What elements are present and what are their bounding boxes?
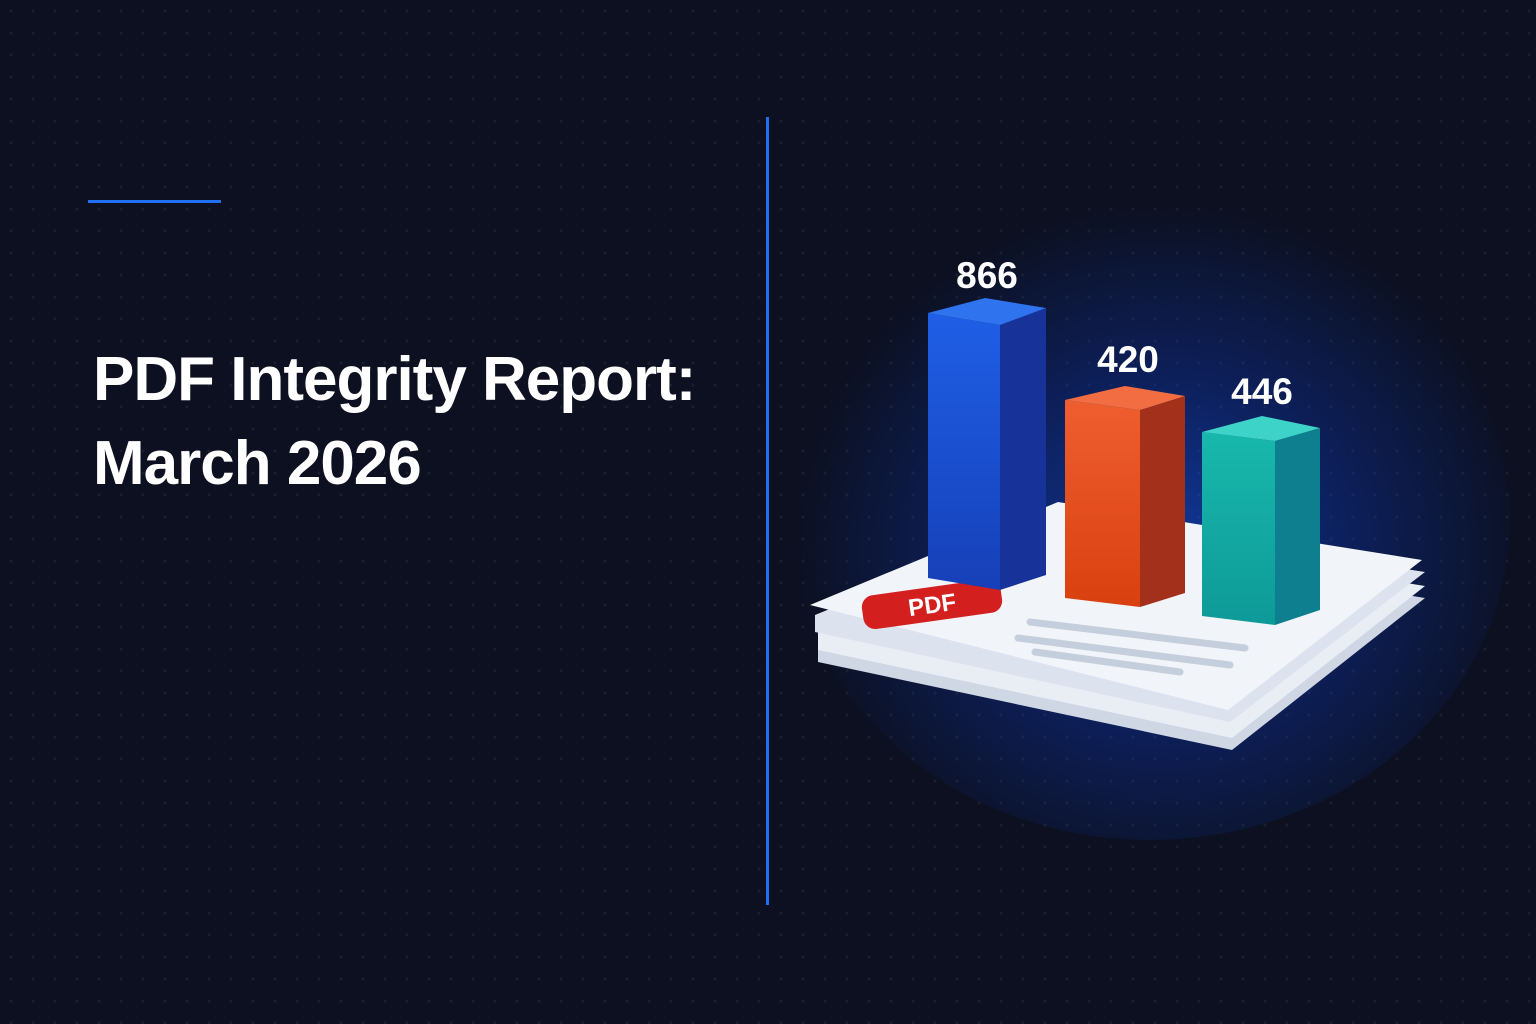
bar-2-value-label: 420 — [1097, 339, 1159, 380]
page-title: PDF Integrity Report: March 2026 — [93, 338, 696, 506]
text-line — [1026, 618, 1249, 652]
pdf-badge-text: PDF — [907, 589, 958, 622]
text-line — [1014, 634, 1234, 669]
bar-1 — [928, 298, 1046, 590]
title-line-1: PDF Integrity Report: — [93, 345, 696, 414]
pdf-badge: PDF — [861, 578, 1003, 630]
text-line — [1031, 648, 1184, 676]
vertical-divider — [766, 117, 769, 905]
bar-3 — [1202, 416, 1320, 625]
bar-3-value-label: 446 — [1231, 371, 1293, 412]
accent-line — [88, 200, 221, 203]
bar-1-value-label: 866 — [956, 255, 1018, 296]
bar-2 — [1065, 386, 1185, 607]
title-line-2: March 2026 — [93, 429, 422, 498]
